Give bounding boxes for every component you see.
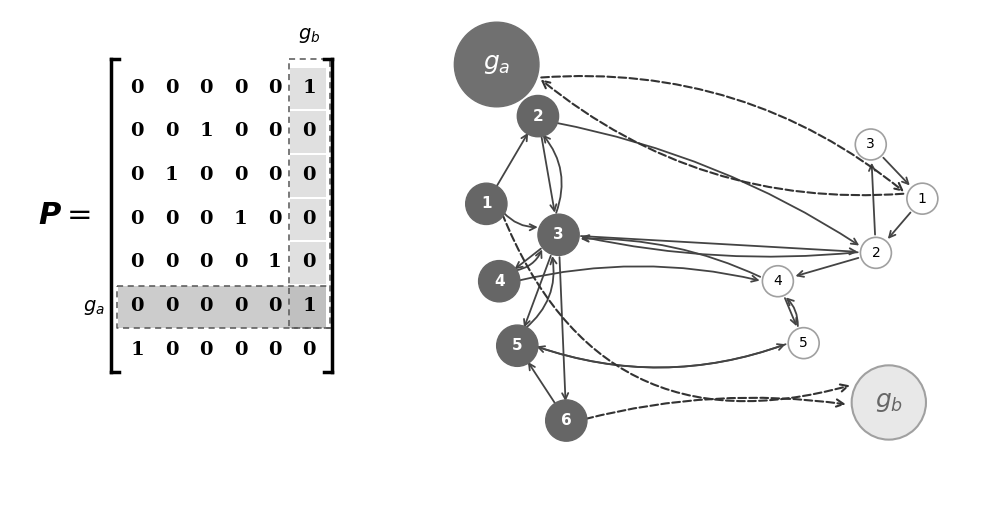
Text: 1: 1 [199,122,213,140]
Bar [290,286,326,328]
Text: 3: 3 [553,227,564,243]
Text: 0: 0 [268,166,282,184]
Text: $\boldsymbol{P}=$: $\boldsymbol{P}=$ [38,200,90,231]
Text: 1: 1 [918,191,927,206]
Circle shape [466,183,507,224]
Text: 1: 1 [302,78,316,96]
Text: 0: 0 [268,209,282,228]
Text: 4: 4 [774,274,782,288]
Circle shape [907,183,938,214]
Text: $g_b$: $g_b$ [298,26,320,45]
Text: 0: 0 [302,253,316,271]
Bar [290,286,326,328]
Text: $g_a$: $g_a$ [483,53,510,76]
Text: 0: 0 [234,166,247,184]
Text: 0: 0 [302,341,316,359]
Text: 0: 0 [130,253,144,271]
Text: 0: 0 [165,297,178,315]
Text: 0: 0 [130,297,144,315]
Text: $g_a$: $g_a$ [83,298,105,317]
Text: 0: 0 [199,209,213,228]
Text: 1: 1 [481,196,492,212]
Text: 2: 2 [872,246,880,260]
FancyArrowPatch shape [541,76,902,190]
Text: 0: 0 [199,78,213,96]
Text: 0: 0 [199,297,213,315]
FancyArrowPatch shape [542,81,903,195]
Circle shape [546,400,587,441]
Text: 0: 0 [130,78,144,96]
Text: 0: 0 [302,122,316,140]
Text: 0: 0 [302,209,316,228]
Text: 3: 3 [866,137,875,152]
Text: 0: 0 [234,341,247,359]
FancyArrowPatch shape [502,214,848,401]
Text: 0: 0 [165,122,178,140]
Text: $g_b$: $g_b$ [875,391,903,414]
FancyArrowPatch shape [585,398,844,419]
Text: 0: 0 [199,166,213,184]
Circle shape [454,22,539,107]
Circle shape [852,365,926,440]
Text: 5: 5 [799,336,808,350]
Circle shape [497,325,538,366]
Bar [153,286,189,328]
Text: 6: 6 [561,413,572,428]
Text: 0: 0 [268,297,282,315]
Text: 4: 4 [494,273,505,289]
Bar [222,286,258,328]
Circle shape [538,214,579,255]
Circle shape [860,237,891,268]
Bar [256,286,292,328]
Text: 0: 0 [165,341,178,359]
Text: 0: 0 [234,122,247,140]
Text: 1: 1 [165,166,178,184]
Text: 0: 0 [268,78,282,96]
Text: 0: 0 [268,122,282,140]
Text: 0: 0 [268,341,282,359]
Circle shape [762,266,793,297]
Text: 2: 2 [533,108,543,124]
Text: 0: 0 [165,209,178,228]
Circle shape [517,95,559,137]
Text: 1: 1 [234,209,247,228]
Bar [290,68,326,109]
Text: 0: 0 [234,297,247,315]
Bar [290,243,326,284]
Text: 0: 0 [165,253,178,271]
Text: 1: 1 [130,341,144,359]
Text: 0: 0 [234,253,247,271]
Bar [290,111,326,153]
Text: 0: 0 [234,78,247,96]
Text: 0: 0 [199,341,213,359]
Text: 0: 0 [130,122,144,140]
Bar [118,286,154,328]
Text: 1: 1 [302,297,316,315]
Text: 0: 0 [199,253,213,271]
Bar [290,199,326,240]
Circle shape [855,129,886,160]
Text: 1: 1 [268,253,282,271]
Text: 0: 0 [165,78,178,96]
Bar [290,155,326,197]
Bar [187,286,223,328]
Circle shape [479,261,520,302]
Text: 0: 0 [130,166,144,184]
Text: 0: 0 [302,166,316,184]
Circle shape [788,328,819,359]
Text: 0: 0 [130,209,144,228]
Text: 5: 5 [512,338,523,353]
